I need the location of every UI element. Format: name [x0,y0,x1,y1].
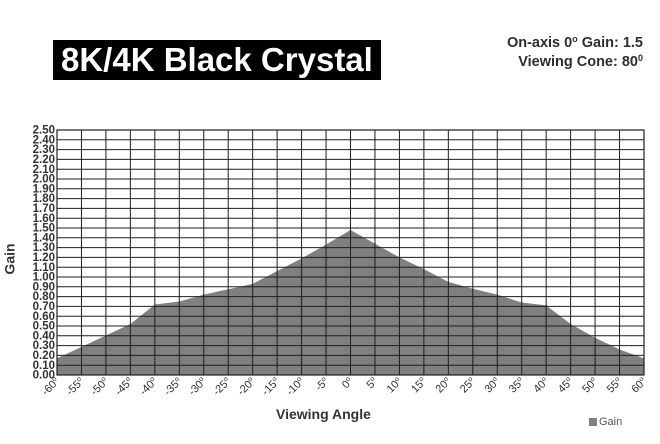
y-axis-label: Gain [1,243,18,275]
x-tick-label: 45o [556,376,576,396]
x-tick-label: 0o [340,376,356,392]
chart-legend: Gain [589,416,622,428]
x-tick-label: -5o [313,376,331,394]
y-tick-label: 0.50 [33,321,55,333]
y-tick-label: 1.00 [33,272,55,284]
viewing-cone-spec: Viewing Cone: 800 [518,53,643,70]
y-tick-label: 1.70 [33,203,55,215]
y-tick-label: 1.50 [33,223,55,235]
legend-label: Gain [599,416,623,428]
y-tick-label: 0.40 [33,330,55,342]
on-axis-gain-spec: On-axis 0o Gain: 1.5 [507,34,643,51]
x-tick-label: -45o [113,376,136,399]
y-tick-label: 2.20 [33,154,55,166]
x-tick-label: -40o [137,376,160,399]
y-tick-label: 0.00 [33,370,55,382]
x-tick-label: 50o [580,376,600,396]
y-tick-label: 1.80 [33,193,55,205]
y-tick-label: 0.30 [33,340,55,352]
y-tick-label: 1.10 [33,262,55,274]
y-tick-label: 0.70 [33,301,55,313]
y-tick-label: 2.30 [33,144,55,156]
y-tick-label: 2.10 [33,164,55,176]
x-tick-label: 25o [458,376,478,396]
y-tick-label: 0.60 [33,311,55,323]
cone-spec-degree: 0 [637,53,643,63]
x-tick-label: -55o [64,376,87,399]
x-tick-label: -25o [211,376,234,399]
x-tick-label: 35o [507,376,527,396]
x-axis-label: Viewing Angle [276,406,371,422]
x-tick-label: -10o [284,376,307,399]
x-tick-label: 20o [434,376,454,396]
y-tick-label: 2.40 [33,134,55,146]
legend-swatch [589,418,597,426]
y-tick-label: 0.10 [33,360,55,372]
y-tick-label: 1.20 [33,252,55,264]
gain-spec-value: Gain: 1.5 [577,35,643,51]
x-tick-label: 10o [385,376,405,396]
y-tick-label: 1.60 [33,213,55,225]
y-tick-label: 0.90 [33,281,55,293]
x-tick-label: 55o [605,376,625,396]
x-tick-label: -50o [89,376,112,399]
y-tick-label: 1.90 [33,183,55,195]
y-tick-label: 1.40 [33,232,55,244]
y-tick-label: 0.20 [33,350,55,362]
y-tick-label: 2.50 [33,125,55,137]
x-tick-label: 15o [409,376,429,396]
y-tick-label: 0.80 [33,291,55,303]
x-tick-label: -20o [235,376,258,399]
x-tick-label: 40o [531,376,551,396]
gain-spec-label: On-axis 0 [506,35,573,51]
plot-frame [56,129,645,376]
x-tick-label: -35o [162,376,185,399]
x-tick-label: -30o [186,376,209,399]
y-tick-label: 2.00 [33,174,55,186]
cone-spec-label: Viewing Cone: 80 [518,54,638,70]
x-tick-label: -15o [260,376,283,399]
gain-spec-degree: o [572,34,578,44]
x-tick-label: 60o [629,376,649,396]
x-tick-label: 30o [482,376,502,396]
x-tick-label: 5o [365,376,381,392]
y-tick-label: 1.30 [33,242,55,254]
chart-title-banner: 8K/4K Black Crystal [53,40,381,80]
